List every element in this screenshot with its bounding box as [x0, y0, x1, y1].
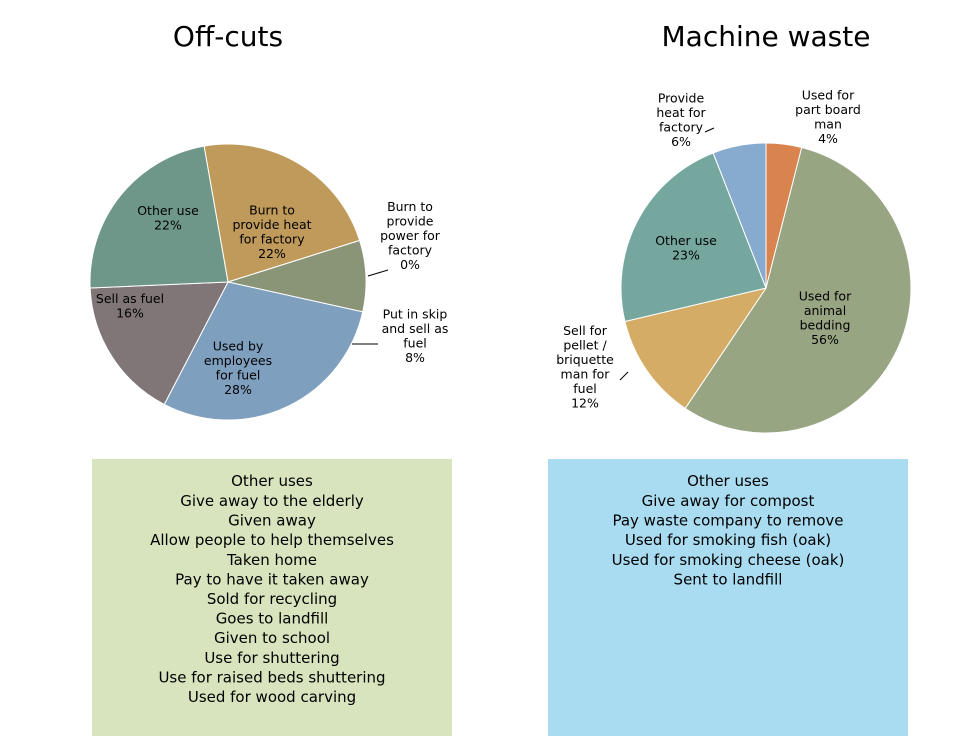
box-item: Use for shuttering: [204, 649, 339, 667]
box-item: Goes to landfill: [216, 610, 329, 628]
slice-value-label: 22%: [154, 217, 182, 232]
slice-value-label: 8%: [405, 350, 425, 365]
box-item: Use for raised beds shuttering: [158, 668, 385, 686]
box-bg: [548, 459, 908, 736]
box-item: Pay waste company to remove: [612, 512, 843, 530]
slice-value-label: 4%: [818, 131, 838, 146]
chart-title: Off-cuts: [173, 20, 283, 53]
pie-slice: [163, 281, 364, 421]
slice-value-label: 6%: [671, 134, 691, 149]
slice-label: Used for part board man: [795, 87, 861, 131]
slice-value-label: 56%: [811, 332, 839, 347]
slice-label: Put in skip and sell as fuel: [382, 306, 449, 350]
pie-slice: [684, 146, 912, 434]
pie-slice: [203, 143, 361, 283]
slice-label: Sell as fuel: [96, 291, 164, 306]
pie-slice: [712, 142, 767, 289]
box-item: Used for wood carving: [188, 688, 356, 706]
box-item: Sold for recycling: [207, 590, 337, 608]
slice-value-label: 16%: [116, 305, 144, 320]
pie-slice: [624, 287, 768, 410]
slice-value-label: 23%: [672, 247, 700, 262]
slice-label: Other use: [655, 233, 717, 248]
pie-slice: [89, 281, 229, 406]
pie-slice: [620, 152, 767, 323]
slice-value-label: 22%: [258, 246, 286, 261]
slice-value-label: 12%: [571, 395, 599, 410]
box-title: Other uses: [687, 472, 769, 490]
box-title: Other uses: [231, 472, 313, 490]
leader-line: [619, 371, 629, 381]
pie-slice: [89, 145, 229, 289]
box-item: Given away: [228, 512, 316, 530]
slice-label: Burn to provide heat for factory: [232, 202, 311, 246]
slice-label: Sell for pellet / briquette man for fuel: [556, 323, 614, 396]
box-item: Give away for compost: [642, 492, 815, 510]
slice-label: Used by employees for fuel: [204, 338, 272, 382]
box-item: Sent to landfill: [674, 570, 783, 588]
slice-value-label: 0%: [400, 257, 420, 272]
box-item: Give away to the elderly: [180, 492, 364, 510]
leader-line: [367, 269, 389, 277]
slice-label: Provide heat for factory: [656, 90, 706, 134]
box-item: Given to school: [214, 629, 330, 647]
leader-line: [704, 127, 715, 133]
slice-label: Burn to provide power for factory: [380, 199, 441, 258]
box-item: Allow people to help themselves: [150, 531, 394, 549]
box-item: Used for smoking cheese (oak): [612, 551, 845, 569]
chart-title: Machine waste: [662, 20, 871, 53]
slice-label: Used for animal bedding: [799, 288, 852, 332]
slice-label: Other use: [137, 203, 199, 218]
box-item: Pay to have it taken away: [175, 570, 369, 588]
slice-value-label: 28%: [224, 382, 252, 397]
box-item: Used for smoking fish (oak): [625, 531, 831, 549]
box-bg: [92, 459, 452, 736]
box-item: Taken home: [226, 551, 317, 569]
